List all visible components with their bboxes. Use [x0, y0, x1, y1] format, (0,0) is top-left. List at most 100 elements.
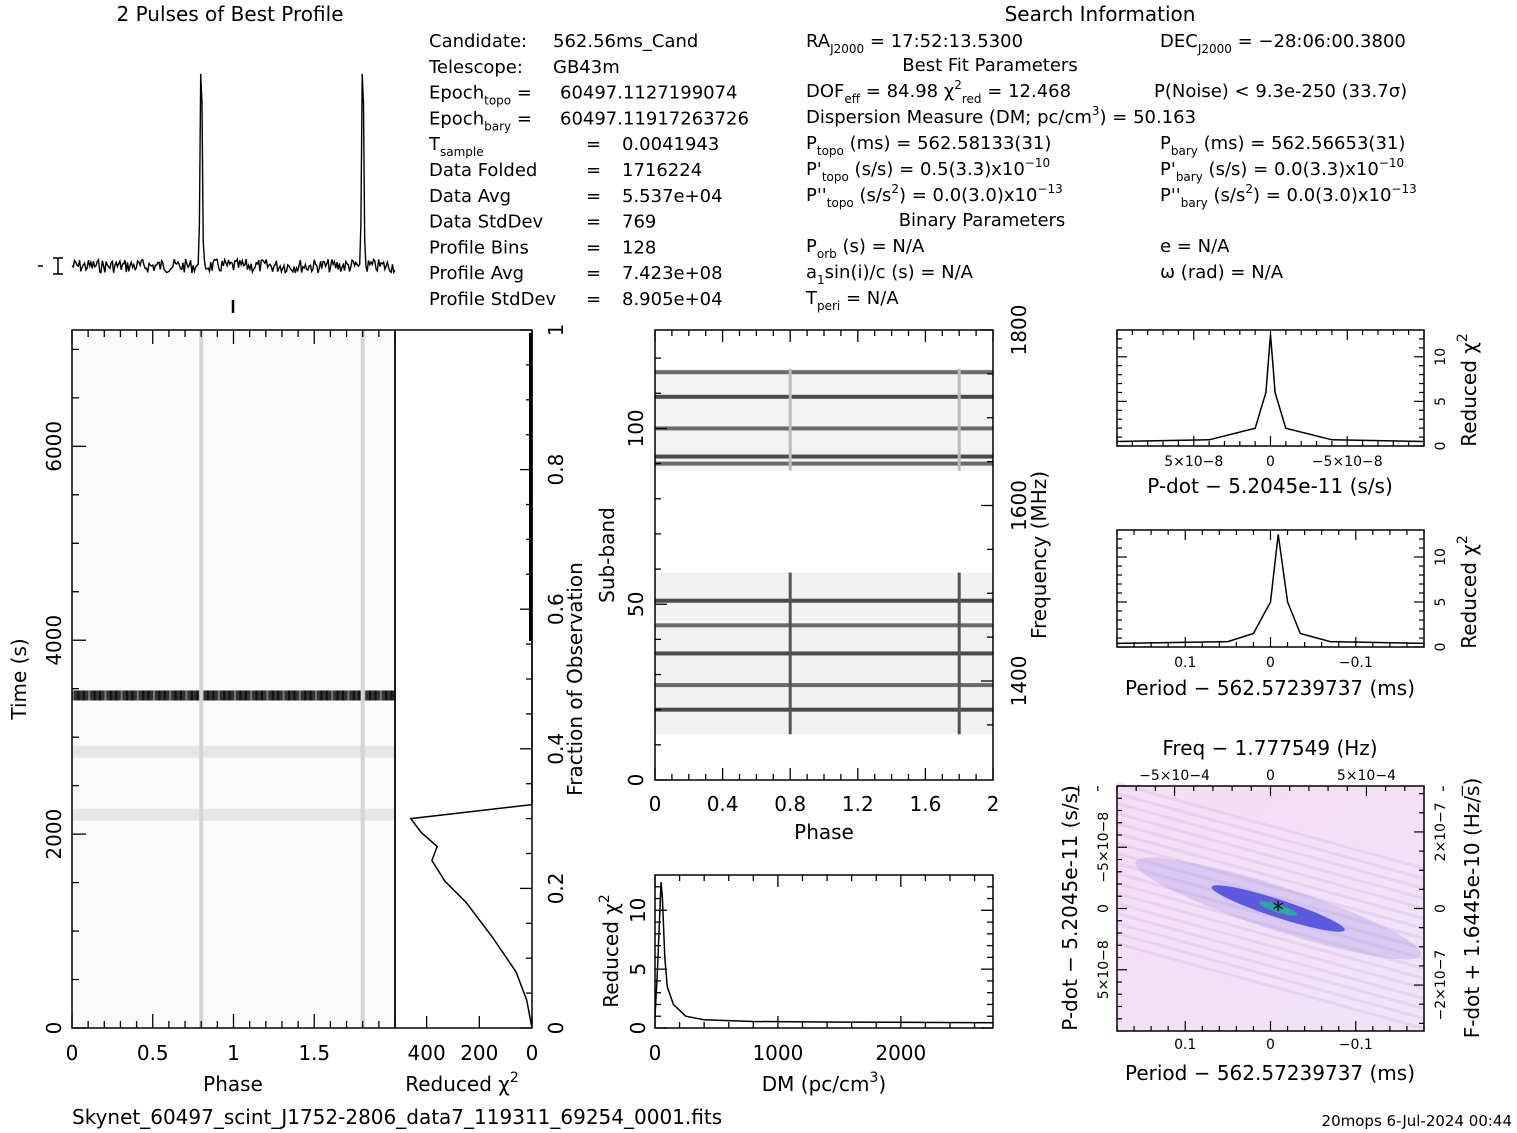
subband-image [655, 368, 993, 735]
time-band-segment [244, 690, 247, 701]
time-phase-tick-labels: 0 0.5 1 1.5 0 2000 4000 6000 [42, 421, 330, 1065]
profile-plot [38, 73, 396, 275]
info-p-bary: Pbary (ms) = 562.56653(31) [1160, 133, 1405, 158]
time-band-segment [99, 690, 101, 701]
time-band-segment [277, 690, 280, 701]
time-band-segment [82, 690, 85, 701]
info-label: Candidate: [429, 31, 527, 52]
ppdot-streak [1116, 782, 1425, 870]
info-value: 60497.11917263726 [560, 108, 749, 129]
time-band-segment [379, 690, 382, 701]
y-tick-label: 5×10−8 [1096, 940, 1112, 999]
time-band-segment [228, 690, 231, 701]
subband-row [655, 426, 993, 431]
info-p-orb: Porb (s) = N/A [806, 236, 925, 261]
ppdot-core [1259, 901, 1298, 916]
time-phase-background [72, 330, 395, 1028]
period-ylabel: Reduced χ2 [1455, 535, 1481, 649]
time-band-segment [109, 690, 112, 701]
subband-row [655, 394, 993, 399]
ppdot-ylabel: P-dot − 5.2045e-11 (s/s) [1058, 785, 1082, 1031]
pulse-column [360, 330, 365, 1028]
info-equals: = [586, 186, 601, 207]
info-equals: = [586, 263, 601, 284]
y2-tick-label: 1600 [1007, 480, 1031, 531]
info-title: Search Information [1005, 2, 1196, 26]
subband-row [655, 651, 993, 656]
info-equals: = [586, 237, 601, 258]
time-band-segment [288, 690, 290, 701]
time-band-segment [234, 690, 236, 701]
chi2-fraction-bar-top [529, 333, 532, 641]
time-band-segment [331, 690, 334, 701]
info-pdd-topo: P''topo (s/s2) = 0.0(3.0)x10−13 [806, 182, 1063, 210]
y-tick-label: 100 [624, 409, 648, 447]
y-tick-label: 1 [544, 324, 568, 337]
info-equals: = [586, 289, 601, 310]
time-band-segment [282, 690, 285, 701]
time-band-segment [185, 690, 188, 701]
ppdot-streak [1116, 852, 1425, 940]
subband-y2label: Frequency (MHz) [1027, 471, 1051, 639]
time-band-segment [169, 690, 172, 701]
info-label: Profile Bins [429, 237, 529, 258]
ppdot-streak [1116, 832, 1425, 920]
subband-xlabel: Phase [794, 820, 854, 844]
x-tick-label: 2 [987, 792, 1000, 816]
pdot-frame [1116, 329, 1425, 447]
chi2-fraction-xlabel: Reduced χ2 [405, 1070, 519, 1096]
ppdot-tick-labels: 0.1 0 −0.1 −5×10−4 0 5×10−4 5×10−8 0 −5×10−8 −2×1… [1096, 768, 1449, 1053]
x2-tick-label: −5×10−4 [1139, 768, 1210, 784]
time-phase-panel: 0 0.5 1 1.5 0 2000 4000 6000 Phase Time (s) [7, 329, 396, 1096]
info-dof: DOFeff = 84.98 χ2red = 12.468 [806, 78, 1071, 106]
ppdot-streak [1116, 842, 1425, 930]
info-equals: = [586, 212, 601, 233]
y-tick-label: 50 [624, 591, 648, 616]
y-tick-label: 0.2 [544, 872, 568, 904]
x-tick-label: 5×10−8 [1164, 454, 1223, 470]
dm-frame [654, 874, 994, 1029]
subband-pulse-high [788, 368, 792, 471]
time-band-segment [126, 690, 128, 701]
x2-tick-label: 5×10−4 [1337, 768, 1396, 784]
y2-tick-label: 1800 [1007, 305, 1031, 356]
time-band-segment [72, 690, 74, 701]
time-band-segment [158, 690, 161, 701]
time-band-segment [120, 690, 123, 701]
time-band-segment [153, 690, 155, 701]
time-band-segment [136, 690, 139, 701]
info-value: 8.905e+04 [622, 289, 723, 310]
x-tick-label: 2000 [875, 1041, 926, 1065]
info-value: 562.56ms_Cand [553, 31, 698, 52]
time-band-bright [72, 690, 395, 701]
info-a1sini: a1sin(i)/c (s) = N/A [806, 262, 974, 287]
time-band-segment [223, 690, 226, 701]
time-phase-xlabel: Phase [203, 1072, 263, 1096]
y-tick-label: 4000 [42, 615, 66, 666]
chi2-fraction-tick-labels: 400 200 00 0.2 0.4 0.6 0.8 1 [408, 324, 568, 1065]
y2-tick-label: −2×10−7 [1433, 950, 1449, 1021]
profile-title: 2 Pulses of Best Profile [117, 2, 344, 26]
profile-line [71, 73, 396, 275]
x-tick-label: 0 [1266, 1037, 1275, 1053]
time-band-segment [293, 690, 296, 701]
subband-row [655, 623, 993, 628]
time-band-segment [266, 690, 269, 701]
ppdot-ticks [1078, 785, 1463, 1032]
dm-ticks [654, 875, 993, 1029]
x-tick-label: 400 [408, 1041, 446, 1065]
subband-ticks [654, 329, 994, 781]
time-phase-ticks [71, 330, 396, 1029]
ppdot-streak [1116, 882, 1425, 970]
x-tick-label: 0 [1266, 454, 1275, 470]
time-band-segment [352, 690, 355, 701]
info-middle-column: RAJ2000 = 17:52:13.5300 Best Fit Paramet… [805, 31, 1196, 313]
x-tick-label: −5×10−8 [1312, 454, 1383, 470]
time-phase-image [72, 330, 395, 1028]
chi2-fraction-panel: 400 200 00 0.2 0.4 0.6 0.8 1 Reduced χ2 Fractio… [394, 324, 587, 1096]
ppdot-streak [1116, 802, 1425, 890]
dm-ylabel: Reduced χ2 [597, 894, 623, 1008]
y-tick-label: 10 [1433, 348, 1449, 366]
y2-tick-label: 2×10−7 [1433, 802, 1449, 861]
x2-tick-label: 0 [1266, 768, 1275, 784]
